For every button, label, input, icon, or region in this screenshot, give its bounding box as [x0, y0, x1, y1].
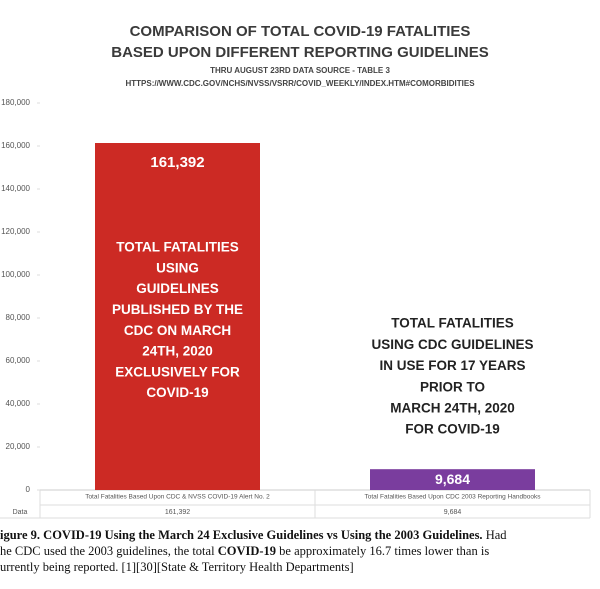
chart-subtitle: HTTPS://WWW.CDC.GOV/NCHS/NVSS/VSRR/COVID… [125, 79, 475, 88]
chart: COMPARISON OF TOTAL COVID-19 FATALITIES … [0, 23, 591, 519]
annotation: TOTAL FATALITIES [116, 240, 239, 255]
annotation: TOTAL FATALITIES [391, 316, 514, 331]
annotation: GUIDELINES [136, 281, 219, 296]
annotation: IN USE FOR 17 YEARS [379, 358, 525, 373]
chart-title: COMPARISON OF TOTAL COVID-19 FATALITIES [130, 23, 471, 40]
y-tick-label: 80,000 [6, 313, 31, 322]
data-table-value: 9,684 [444, 509, 462, 516]
y-tick-label: 120,000 [1, 227, 30, 236]
y-tick-label: 40,000 [6, 399, 31, 408]
caption: igure 9. COVID-19 Using the March 24 Exc… [0, 527, 600, 543]
annotation: CDC ON MARCH [124, 323, 231, 338]
data-table-value: 161,392 [165, 509, 190, 516]
caption-text: Had [482, 528, 507, 542]
data-table-label: Data [13, 509, 28, 516]
y-tick-label: 160,000 [1, 141, 30, 150]
x-tick-label: Total Fatalities Based Upon CDC & NVSS C… [85, 494, 270, 501]
caption: he CDC used the 2003 guidelines, the tot… [0, 543, 600, 559]
data-label: 9,684 [435, 471, 470, 487]
annotation: USING CDC GUIDELINES [371, 337, 533, 352]
annotation: COVID-19 [146, 385, 208, 400]
annotation: EXCLUSIVELY FOR [115, 364, 240, 379]
caption-text: be approximately 16.7 times lower than i… [276, 544, 490, 558]
annotation: MARCH 24TH, 2020 [390, 401, 515, 416]
caption-text: urrently being reported. [1][30][State &… [0, 560, 354, 574]
caption-bold: COVID-19 [217, 544, 277, 558]
y-tick-label: 0 [26, 485, 31, 494]
caption-text: he CDC used the 2003 guidelines, the tot… [0, 544, 218, 558]
annotation: FOR COVID-19 [405, 422, 500, 437]
chart-subtitle: THRU AUGUST 23RD DATA SOURCE - TABLE 3 [210, 66, 390, 75]
caption-bold: igure 9. COVID-19 Using the March 24 Exc… [0, 528, 483, 542]
annotation: PRIOR TO [420, 379, 485, 394]
caption: urrently being reported. [1][30][State &… [0, 559, 600, 575]
bar [370, 469, 535, 490]
chart-title: BASED UPON DIFFERENT REPORTING GUIDELINE… [111, 44, 489, 61]
y-tick-label: 60,000 [6, 356, 31, 365]
bar [95, 143, 260, 490]
annotation: USING [156, 260, 199, 275]
y-tick-label: 180,000 [1, 98, 30, 107]
annotation: 24TH, 2020 [142, 344, 213, 359]
data-label: 161,392 [150, 154, 204, 171]
x-tick-label: Total Fatalities Based Upon CDC 2003 Rep… [365, 494, 542, 501]
y-tick-label: 20,000 [6, 442, 31, 451]
y-tick-label: 100,000 [1, 270, 30, 279]
y-tick-label: 140,000 [1, 184, 30, 193]
annotation: PUBLISHED BY THE [112, 302, 243, 317]
